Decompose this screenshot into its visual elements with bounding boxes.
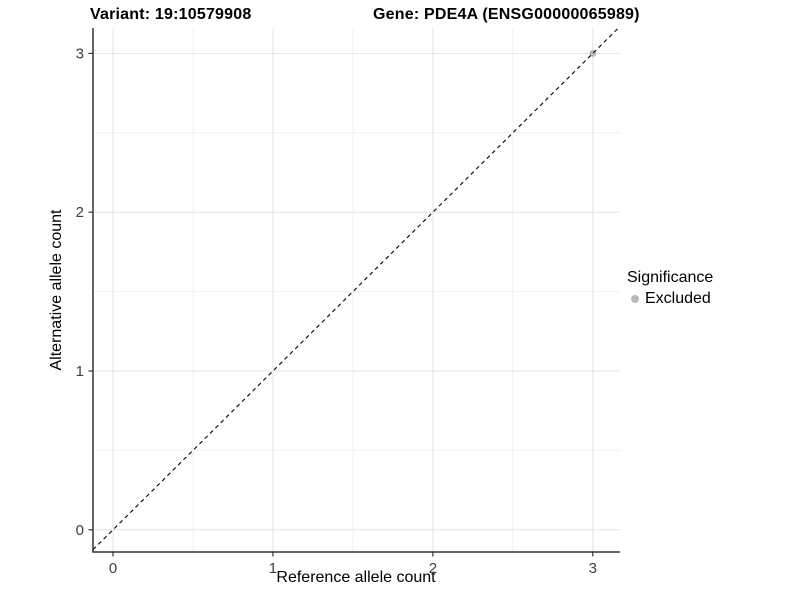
y-tick-label: 1 [76, 363, 84, 380]
y-tick-label: 2 [76, 204, 84, 221]
x-axis-title: Reference allele count [276, 569, 436, 586]
identity-line [92, 27, 619, 551]
x-tick-label: 1 [269, 560, 277, 577]
x-tick-label: 0 [109, 560, 117, 577]
legend-point-icon [631, 295, 639, 303]
legend: Significance Excluded [627, 269, 713, 308]
legend-item-excluded: Excluded [627, 290, 713, 308]
x-tick-label: 2 [429, 560, 437, 577]
legend-title: Significance [627, 269, 714, 286]
y-tick-label: 0 [76, 522, 84, 539]
x-tick-label: 3 [589, 560, 597, 577]
gene-title: Gene: PDE4A (ENSG00000065989) [373, 6, 640, 23]
legend-item-label: Excluded [645, 290, 711, 307]
variant-title: Variant: 19:10579908 [90, 6, 252, 23]
y-tick-label: 3 [76, 45, 84, 62]
